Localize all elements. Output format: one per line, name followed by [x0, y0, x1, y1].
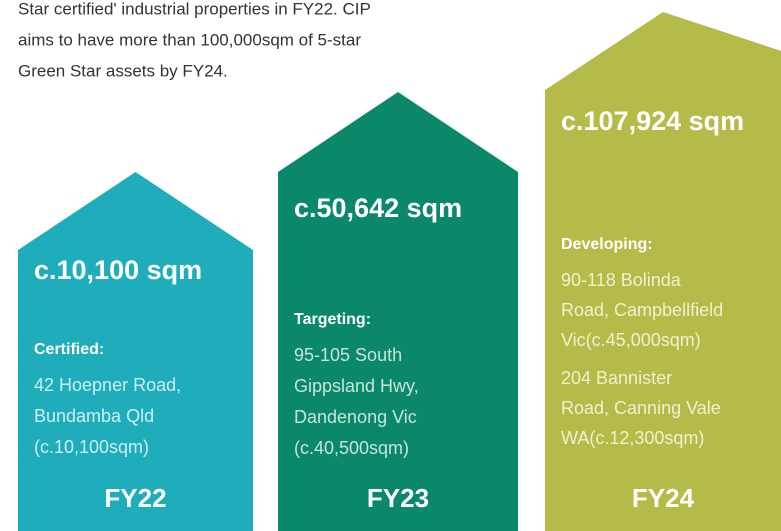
address-line: Road, Campbellfield [561, 300, 723, 320]
column-heading: c.10,100 sqm [34, 255, 202, 285]
group-label: Targeting: [294, 311, 371, 328]
intro-text: Star certified' industrial properties in… [18, 0, 371, 18]
group-label: Certified: [34, 341, 104, 358]
house-shape [278, 92, 518, 531]
intro-text: Green Star assets by FY24. [18, 61, 228, 80]
address-line: 42 Hoepner Road, [34, 375, 181, 395]
address-line: (c.10,100sqm) [34, 437, 149, 457]
year-label: FY23 [367, 483, 429, 513]
address-line: 90-118 Bolinda [561, 270, 682, 290]
column-heading: c.107,924 sqm [561, 106, 744, 136]
column-heading: c.50,642 sqm [294, 193, 462, 223]
address-line: (c.40,500sqm) [294, 438, 409, 458]
address-line: 95-105 South [294, 345, 402, 365]
group-label: Developing: [561, 236, 653, 253]
intro-text: aims to have more than 100,000sqm of 5-s… [18, 30, 361, 49]
address-line: WA(c.12,300sqm) [561, 428, 704, 448]
year-label: FY22 [104, 483, 166, 513]
address-line: Road, Canning Vale [561, 398, 721, 418]
address-line: Dandenong Vic [294, 407, 417, 427]
address-line: 204 Bannister [561, 368, 672, 388]
house-shape [18, 172, 253, 531]
address-line: Vic(c.45,000sqm) [561, 330, 701, 350]
house-shape [545, 12, 781, 531]
address-line: Gippsland Hwy, [294, 376, 419, 396]
address-line: Bundamba Qld [34, 406, 154, 426]
year-label: FY24 [632, 483, 695, 513]
